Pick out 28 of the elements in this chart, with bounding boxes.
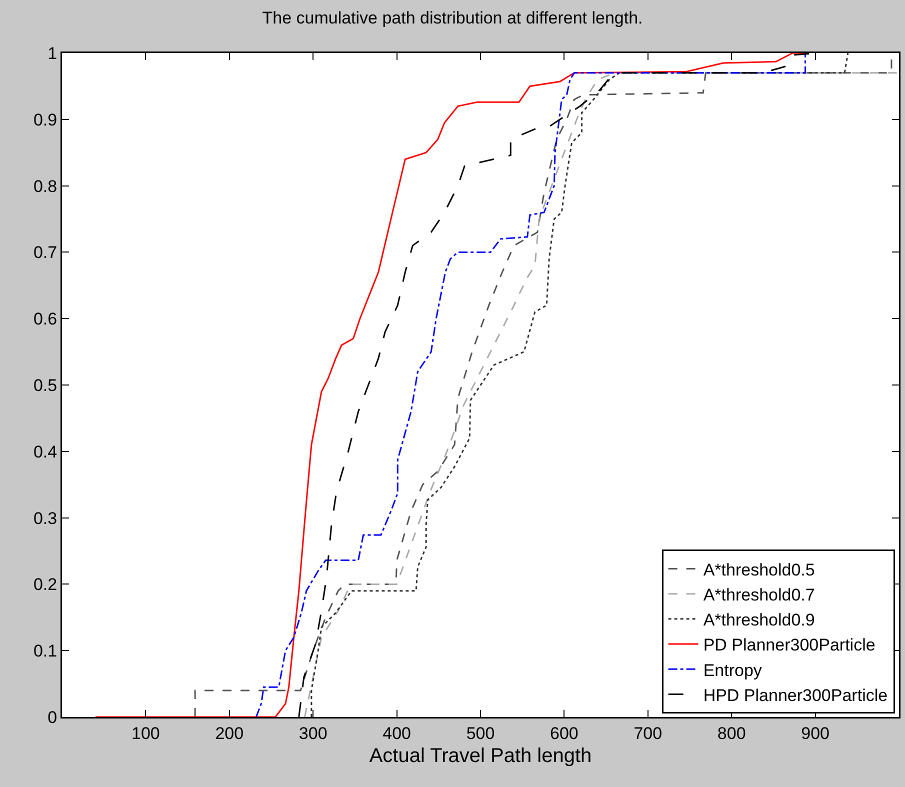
x-tick-label: 900 [801, 724, 830, 743]
legend-label: A*threshold0.9 [703, 610, 815, 630]
y-tick-label: 0.1 [33, 642, 58, 661]
legend-label: PD Planner300Particle [703, 636, 876, 655]
x-axis-title: Actual Travel Path length [369, 745, 592, 768]
x-tick-label: 400 [382, 724, 411, 743]
x-tick-label: 500 [466, 724, 495, 743]
legend-label: HPD Planner300Particle [703, 686, 888, 705]
x-tick-label: 600 [550, 724, 578, 743]
legend-label: Entropy [703, 660, 762, 680]
y-tick-label: 0 [48, 708, 58, 727]
y-tick-label: 0.2 [33, 575, 58, 594]
y-tick-label: 0.4 [33, 442, 58, 462]
x-tick-label: 100 [132, 724, 160, 743]
x-tick-label: 300 [298, 724, 328, 743]
y-tick-label: 0.6 [33, 310, 58, 329]
y-tick-label: 0.3 [33, 508, 58, 528]
x-tick-label: 800 [717, 724, 746, 743]
legend-label: A*threshold0.7 [703, 585, 815, 604]
y-tick-label: 0.7 [33, 243, 58, 262]
x-tick-label: 700 [634, 724, 662, 743]
chart-title: The cumulative path distribution at different length. [262, 8, 643, 28]
y-tick-label: 1 [48, 44, 58, 63]
legend-label: A*threshold0.5 [703, 560, 815, 580]
y-tick-label: 0.5 [33, 376, 58, 395]
y-tick-label: 0.9 [33, 110, 58, 130]
x-tick-label: 200 [215, 724, 244, 743]
y-tick-label: 0.8 [33, 176, 58, 196]
